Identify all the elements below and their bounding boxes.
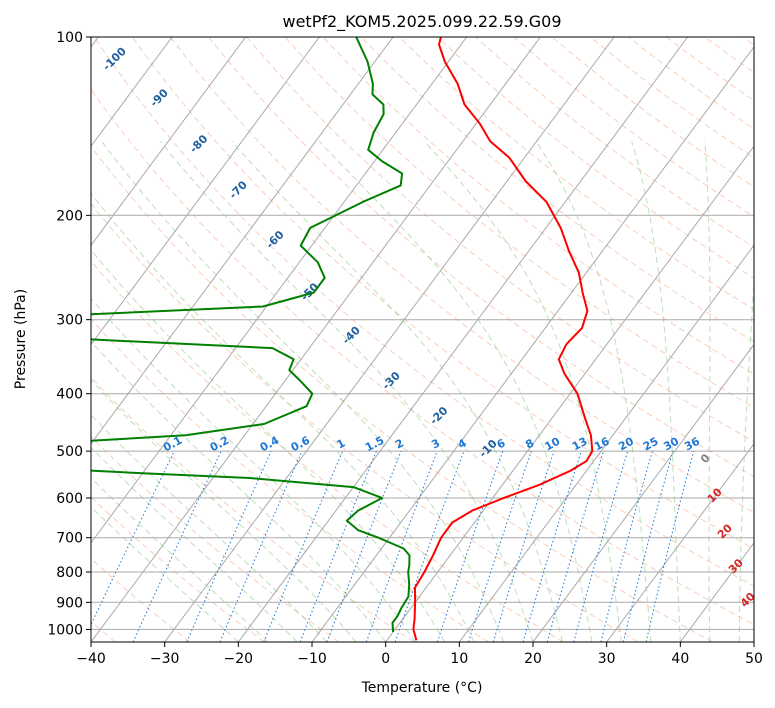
mixing-ratio-line [622, 450, 674, 642]
plot-frame [90, 36, 755, 643]
x-tick-label: −10 [297, 651, 327, 667]
isotherm-line [532, 343, 754, 642]
mixing-ratio-label: 16 [592, 435, 612, 454]
y-tick-label: 400 [56, 387, 83, 403]
x-tick-label: −40 [76, 651, 106, 667]
dewpoint-profile [91, 37, 404, 316]
dry-adiabat-line [91, 145, 713, 642]
mixing-ratio-label: 25 [641, 435, 661, 454]
x-tick-label: 40 [671, 651, 689, 667]
mixing-ratio-line [365, 450, 438, 642]
x-axis-title: Temperature (°C) [361, 680, 483, 696]
dewpoint-profile [91, 469, 411, 633]
chart-title: wetPf2_KOM5.2025.099.22.59.G09 [282, 12, 561, 32]
isotherm-line [91, 37, 247, 247]
dry-adiabat-line [91, 88, 754, 626]
y-tick-label: 500 [56, 444, 83, 460]
x-tick-label: 0 [381, 651, 390, 667]
background-lines [91, 37, 754, 642]
isotherm-line [753, 641, 754, 642]
y-tick-label: 700 [56, 531, 83, 547]
mixing-ratio-line [299, 450, 377, 642]
mixing-ratio-line [573, 450, 629, 642]
mixing-ratio-line [394, 450, 465, 642]
x-tick-label: −20 [224, 651, 254, 667]
isotherm-line [606, 442, 754, 642]
x-tick-label: 20 [524, 651, 542, 667]
mixing-ratio-label: 20 [616, 435, 636, 454]
mixing-ratio-label: 30 [661, 435, 681, 454]
mixing-ratio-line [436, 450, 504, 642]
mixing-ratio-line [492, 450, 555, 642]
x-axis: −40 −30 −20 −10 0 10 20 30 40 50 [76, 642, 763, 667]
dry-adiabat-line [360, 37, 754, 343]
dry-adiabat-line [91, 376, 415, 642]
plot-background [91, 37, 754, 642]
dry-adiabat-line [91, 260, 564, 642]
y-tick-label: 900 [56, 595, 83, 611]
isotherm-line [91, 37, 541, 642]
mixing-ratio-line [186, 450, 272, 642]
y-axis-title: Pressure (hPa) [13, 289, 29, 389]
mixing-ratio-line [468, 450, 532, 642]
mixing-ratio-label: 13 [570, 435, 590, 454]
mixing-ratio-line [522, 450, 582, 642]
mixing-ratio-line [326, 450, 402, 642]
x-tick-label: 30 [598, 651, 616, 667]
isotherm-line [237, 37, 689, 642]
x-tick-label: 10 [450, 651, 468, 667]
dry-adiabat-line [170, 37, 754, 513]
isotherm-line [91, 37, 173, 148]
y-axis: 100 200 300 400 500 600 700 800 900 1000 [47, 30, 91, 638]
mixing-ratio-line [546, 450, 604, 642]
x-tick-label: 50 [745, 651, 763, 667]
isotherm-line [385, 145, 754, 642]
mixing-ratio-line [263, 450, 344, 642]
mixing-ratio-label: 10 [543, 435, 563, 454]
y-tick-label: 300 [56, 313, 83, 329]
dry-adiabat-line [91, 202, 639, 642]
dewpoint-profile [91, 338, 314, 442]
sounding-profiles [91, 37, 594, 641]
isotherm-line [458, 244, 754, 642]
isotherm-line [164, 37, 615, 642]
y-tick-label: 200 [56, 208, 83, 224]
mixing-ratio-line [645, 450, 695, 642]
y-tick-label: 100 [56, 30, 83, 46]
mixing-ratio-line [600, 450, 653, 642]
mixing-ratio-line [219, 450, 303, 642]
dry-adiabat-line [398, 37, 754, 311]
dry-adiabat-line [93, 37, 754, 587]
y-tick-label: 1000 [47, 622, 83, 638]
isotherm-line [91, 37, 468, 544]
y-tick-label: 800 [56, 565, 83, 581]
isotherm-line [91, 37, 394, 445]
dry-adiabat-line [208, 37, 754, 478]
dry-adiabat-line [322, 37, 754, 375]
mixing-ratio-label: 36 [682, 435, 702, 454]
temperature-profile [412, 37, 594, 641]
x-tick-label: −30 [150, 651, 180, 667]
y-tick-label: 600 [56, 491, 83, 507]
